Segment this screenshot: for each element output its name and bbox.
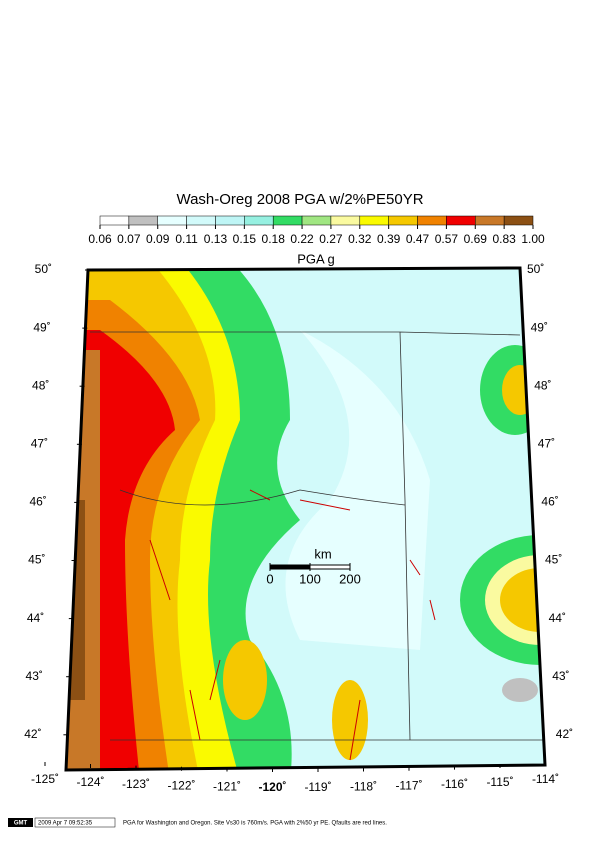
coastal-high: [66, 500, 85, 700]
lon-label: -116˚: [441, 777, 468, 791]
colorbar-tick-label: 0.32: [348, 232, 372, 246]
lat-label-left: 44˚: [27, 611, 44, 625]
ne-gold: [502, 365, 538, 415]
low-zone: [285, 330, 430, 650]
colorbar-bin: [99, 215, 130, 226]
lat-label-right: 50˚: [527, 262, 544, 276]
colorbar-tick-label: 0.69: [464, 232, 488, 246]
colorbar-bin: [330, 215, 361, 226]
colorbar-bin: [417, 215, 447, 226]
colorbar-tick-label: 0.83: [492, 232, 516, 246]
borders: [90, 331, 545, 741]
colorbar-tick-label: 0.11: [175, 232, 198, 246]
lat-label-left: 45˚: [28, 553, 45, 567]
colorbar-tick-label: 1.00: [521, 232, 545, 246]
lat-label-right: 48˚: [534, 378, 551, 392]
colorbar-bin: [359, 215, 389, 226]
lat-label-left: 42˚: [24, 727, 41, 741]
colorbar-bin: [388, 215, 418, 226]
lat-label-left: 46˚: [29, 495, 46, 509]
colorbar-bin: [128, 215, 158, 226]
colorbar-tick-label: 0.07: [117, 232, 141, 246]
lat-label-left: 49˚: [33, 320, 50, 334]
colorbar-tick-label: 0.27: [319, 232, 343, 246]
colorbar-bin: [244, 215, 274, 226]
scale-tick-label: 0: [266, 571, 273, 586]
colorbar-tick-label: 0.39: [377, 232, 401, 246]
faults: [149, 489, 436, 761]
caption: PGA for Washington and Oregon. Site Vs30…: [123, 821, 387, 827]
lon-label: -119˚: [304, 780, 331, 794]
colorbar-tick-label: 0.18: [262, 232, 286, 246]
colorbar-bin: [503, 215, 534, 226]
lat-label-left: 47˚: [31, 436, 48, 450]
scale-bar-fill: [270, 565, 310, 569]
lon-label: -122˚: [167, 779, 195, 793]
colorbar-tick-label: 0.09: [146, 232, 170, 246]
colorbar-label: PGA g: [297, 251, 335, 266]
lon-label: -121˚: [213, 780, 241, 794]
lon-label: -125˚: [31, 772, 59, 786]
lon-label: -117˚: [395, 779, 422, 793]
lat-label-right: 49˚: [531, 320, 548, 334]
lat-label-left: 50˚: [35, 262, 52, 276]
colorbar-bin: [446, 215, 476, 226]
east-gold: [500, 568, 545, 632]
lat-label-right: 42˚: [556, 727, 573, 741]
timestamp: 2009 Apr 7 09:52:35: [38, 821, 93, 827]
lat-label-left: 48˚: [32, 378, 49, 392]
gmt-logo: [8, 818, 33, 827]
colorbar-bin: [301, 215, 332, 226]
south-patch: [223, 640, 267, 720]
lon-label: -115˚: [486, 775, 513, 789]
gray-patch: [502, 678, 538, 702]
colorbar-tick-label: 0.13: [204, 232, 228, 246]
scale-tick-label: 100: [299, 571, 321, 586]
hazard-map: [66, 268, 545, 770]
colorbar-tick-label: 0.06: [88, 232, 112, 246]
lon-label: -123˚: [122, 777, 150, 791]
gmt-logo-text: GMT: [14, 821, 28, 827]
colorbar-bin: [157, 215, 187, 226]
lat-label-right: 44˚: [549, 611, 566, 625]
lat-label-right: 47˚: [538, 436, 555, 450]
map-title: Wash-Oreg 2008 PGA w/2%PE50YR: [176, 191, 423, 208]
lon-label: -118˚: [350, 780, 377, 794]
colorbar-tick-label: 0.57: [435, 232, 459, 246]
colorbar-bin: [186, 215, 216, 226]
lon-label: -120˚: [258, 780, 286, 794]
timestamp-box: [34, 817, 116, 828]
colorbar-tick-label: 0.15: [233, 232, 257, 246]
colorbar-bin: [215, 215, 245, 226]
colorbar-tick-label: 0.22: [290, 232, 314, 246]
colorbar-bin: [272, 215, 303, 226]
lon-label: -124˚: [76, 775, 104, 789]
lat-label-left: 43˚: [26, 669, 43, 683]
lon-label: -114˚: [532, 772, 559, 786]
lat-label-right: 46˚: [541, 495, 558, 509]
lat-label-right: 43˚: [552, 669, 569, 683]
lat-label-right: 45˚: [545, 553, 562, 567]
south-patch: [332, 680, 368, 760]
colorbar-tick-label: 0.47: [406, 232, 430, 246]
scale-unit: km: [314, 546, 331, 561]
colorbar-bin: [475, 215, 505, 226]
scale-tick-label: 200: [339, 571, 361, 586]
